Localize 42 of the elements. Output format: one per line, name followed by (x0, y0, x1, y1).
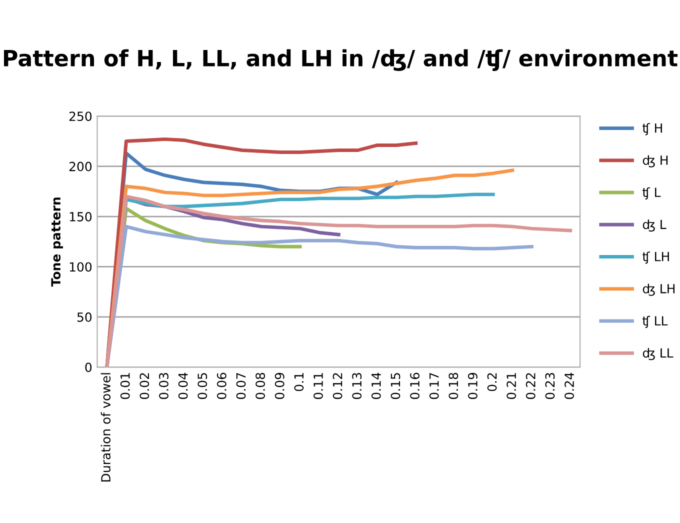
x-tick-label: 0.15 (390, 373, 400, 400)
x-tick-label: 0.05 (198, 373, 208, 400)
legend-label: ʤ L (642, 219, 666, 232)
y-tick-label: 0 (85, 362, 92, 372)
x-tick-label: 0.13 (352, 373, 362, 400)
x-tick-label: 0.17 (429, 373, 439, 400)
line-series (105, 194, 572, 368)
legend-label: ʧ LH (642, 252, 669, 264)
x-tick-label: 0.1 (294, 373, 304, 392)
y-tick-label: 150 (70, 212, 92, 222)
x-tick-label: 0.23 (545, 373, 555, 400)
legend-label: ʤ LL (642, 348, 674, 360)
x-tick-label: 0.07 (236, 373, 246, 400)
x-tick-label: 0.18 (448, 372, 458, 400)
x-tick-label: 0.01 (120, 373, 130, 400)
x-tick-label: 0.03 (159, 373, 168, 400)
x-tick-label: 0.24 (564, 372, 574, 400)
x-tick-label: Duration of vowel (100, 373, 111, 482)
x-tick-label: 0.12 (332, 373, 342, 400)
x-tick-label: 0.2 (487, 373, 497, 392)
y-tick-label: 100 (70, 262, 92, 272)
legend-label: ʧ L (642, 187, 661, 200)
legend-label: ʤ LH (642, 284, 675, 296)
y-axis-title: Tone pattern (51, 198, 63, 287)
x-tick-label: 0.14 (371, 372, 381, 400)
x-tick-label: 0.11 (314, 373, 323, 400)
x-tick-label: 0.19 (468, 372, 478, 400)
legend-label: ʧ H (642, 123, 662, 136)
legend-label: ʧ LL (642, 316, 668, 328)
x-tick-label: 0.02 (140, 373, 150, 400)
x-tick-label: 0.04 (178, 372, 188, 400)
y-tick-label: 250 (69, 112, 92, 122)
x-tick-label: 0.16 (410, 372, 420, 400)
x-tick-label: 0.22 (526, 373, 536, 400)
chart-title: Pattern of H, L, LL, and LH in /ʤ/ and /ʧ/ environment (4, 49, 678, 71)
x-tick-label: 0.06 (216, 372, 226, 400)
x-tick-label: 0.08 (256, 372, 266, 400)
legend-label: ʤ H (642, 155, 668, 168)
x-tick-label: 0.09 (274, 372, 284, 400)
y-tick-label: 50 (77, 312, 92, 322)
y-tick-label: 200 (69, 162, 92, 172)
x-tick-label: 0.21 (506, 373, 516, 400)
